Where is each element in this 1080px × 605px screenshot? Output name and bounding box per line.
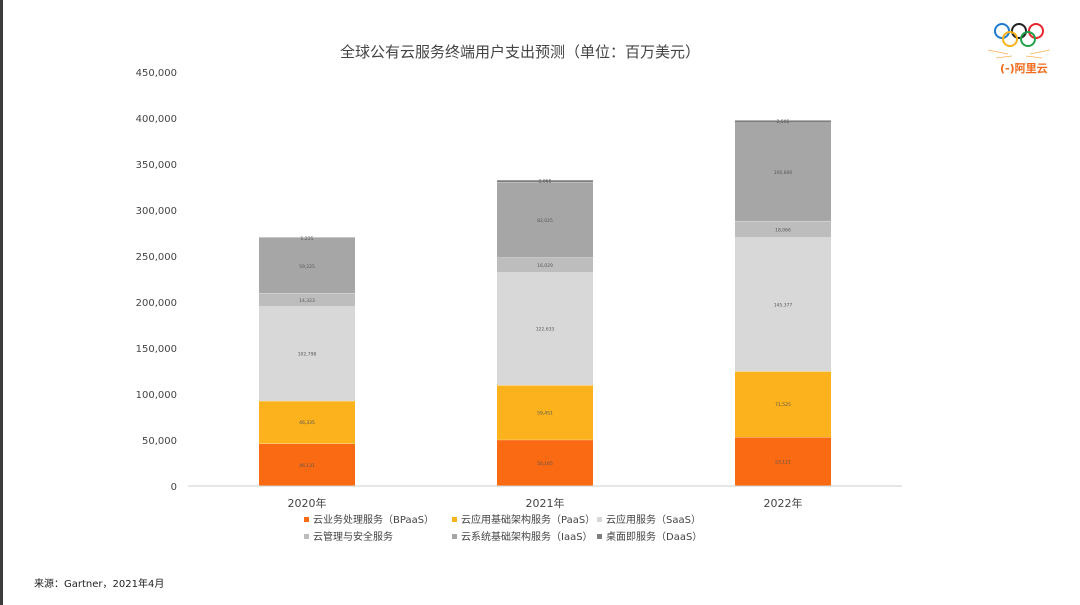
bar-segment [259, 238, 355, 294]
bar-segment [735, 220, 831, 238]
bars-group: 46,131 46,335 102,798 14,323 59,225 1,235 50,1… [259, 119, 831, 486]
bar-data-label: 145,377 [774, 302, 793, 308]
legend-label: 云业务处理服务（BPaaS） [313, 513, 434, 526]
legend-swatch [452, 517, 457, 522]
bar-data-label: 122,633 [536, 327, 555, 333]
bar-segment [259, 400, 355, 444]
bar-segment [259, 306, 355, 401]
y-tick-label: 150,000 [136, 344, 177, 355]
bar-data-label: 1,235 [301, 236, 314, 242]
bar-data-label: 2,065 [539, 179, 552, 185]
bar-segment [259, 293, 355, 307]
legend-label: 云系统基础架构服务（IaaS） [461, 530, 593, 543]
bar-segment [497, 439, 593, 486]
bar-data-label: 50,165 [537, 461, 553, 467]
bar-segment [735, 437, 831, 486]
bar-segment [497, 180, 593, 183]
legend-swatch [452, 534, 457, 539]
bar-segment [497, 257, 593, 273]
bar-segment [259, 443, 355, 486]
y-tick-label: 0 [171, 482, 177, 493]
y-tick-label: 400,000 [136, 114, 177, 125]
bar-data-label: 82,025 [537, 218, 553, 224]
bar-segment [497, 182, 593, 258]
bar-data-label: 53,121 [775, 460, 791, 466]
legend-swatch [597, 534, 602, 539]
bar-data-label: 14,323 [299, 298, 315, 304]
y-tick-label: 300,000 [136, 206, 177, 217]
bar-data-label: 71,525 [775, 402, 791, 408]
chart-title: 全球公有云服务终端用户支出预测（单位：百万美元） [340, 43, 700, 61]
legend-swatch [304, 534, 309, 539]
x-tick-label: 2021年 [526, 496, 565, 510]
brand-name: 阿里云 [1014, 62, 1048, 75]
y-tick-label: 250,000 [136, 252, 177, 263]
bar-segment [497, 272, 593, 386]
legend: 云业务处理服务（BPaaS） 云应用基础架构服务（PaaS） 云应用服务（SaaS）… [304, 513, 702, 543]
legend-label: 云应用基础架构服务（PaaS） [461, 513, 595, 526]
bar-data-label: 46,335 [299, 420, 315, 426]
y-axis: 0 50,000 100,000 150,000 200,000 250,000 300,0… [136, 68, 177, 493]
aliyun-bracket-icon: (-) [1000, 62, 1015, 75]
bar-segment [735, 237, 831, 372]
bar-segment [497, 385, 593, 440]
bar-segment [735, 120, 831, 123]
bar-segment [259, 237, 355, 239]
y-tick-label: 50,000 [142, 436, 177, 447]
legend-label: 桌面即服务（DaaS） [606, 530, 702, 543]
y-tick-label: 200,000 [136, 298, 177, 309]
x-tick-label: 2022年 [764, 496, 803, 510]
bar-data-label: 59,451 [537, 411, 553, 417]
bar-segment [735, 122, 831, 221]
legend-swatch [304, 517, 309, 522]
aliyun-logo: (-)阿里云 [1000, 60, 1048, 76]
bar-data-label: 16,029 [537, 263, 553, 269]
bar-data-label: 59,225 [299, 264, 315, 270]
bar-data-label: 102,798 [298, 352, 317, 358]
bar-data-label: 18,066 [775, 227, 791, 233]
y-tick-label: 350,000 [136, 160, 177, 171]
y-tick-label: 100,000 [136, 390, 177, 401]
legend-label: 云管理与安全服务 [313, 530, 393, 543]
source-note: 来源：Gartner，2021年4月 [34, 579, 165, 590]
bar-data-label: 106,800 [774, 170, 793, 176]
bar-segment [735, 371, 831, 438]
left-border [0, 0, 3, 605]
legend-swatch [597, 517, 602, 522]
bar-data-label: 46,131 [299, 463, 315, 469]
olympic-rings-logo [978, 14, 1062, 84]
bar-data-label: 2,505 [777, 119, 790, 125]
x-axis: 2020年 2021年 2022年 [188, 485, 902, 510]
x-tick-label: 2020年 [288, 496, 327, 510]
y-tick-label: 450,000 [136, 68, 177, 79]
legend-label: 云应用服务（SaaS） [606, 513, 701, 526]
